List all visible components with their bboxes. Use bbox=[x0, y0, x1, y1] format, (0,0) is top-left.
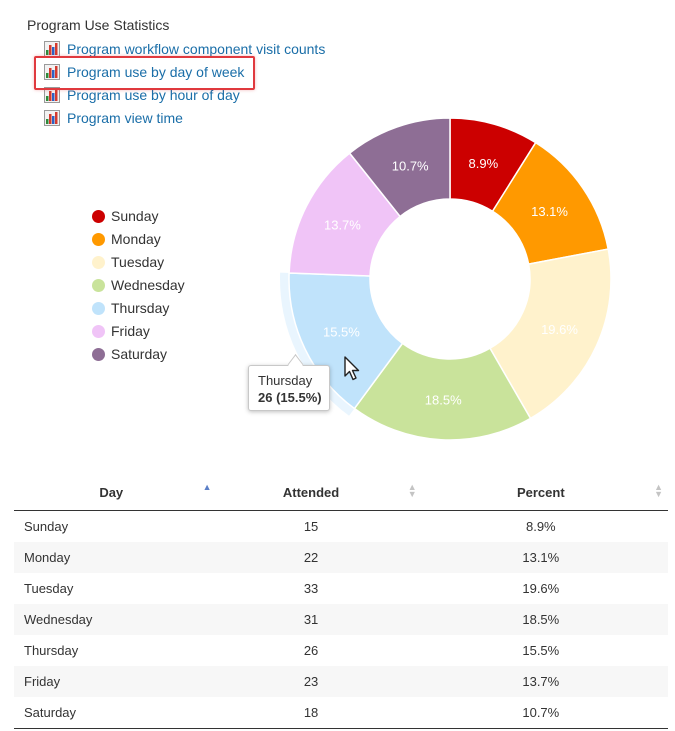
legend-label: Friday bbox=[111, 323, 150, 339]
chart-tooltip: Thursday 26 (15.5%) bbox=[248, 354, 330, 411]
table-row: Wednesday 31 18.5% bbox=[14, 604, 668, 635]
link-label[interactable]: Program view time bbox=[67, 110, 183, 126]
bar-chart-icon bbox=[44, 87, 60, 103]
legend-label: Thursday bbox=[111, 300, 170, 316]
cell-percent: 15.5% bbox=[522, 643, 560, 658]
legend-item-friday[interactable]: Friday bbox=[92, 321, 150, 341]
legend-label: Wednesday bbox=[111, 277, 185, 293]
donut-slice-saturday[interactable] bbox=[348, 117, 451, 218]
table-row: Thursday 26 15.5% bbox=[14, 635, 668, 666]
legend-swatch bbox=[92, 278, 105, 292]
slice-label: 13.1% bbox=[531, 204, 568, 219]
legend-item-tuesday[interactable]: Tuesday bbox=[92, 252, 164, 272]
cell-percent: 13.1% bbox=[413, 542, 668, 573]
sort-asc-icon: ▲ bbox=[202, 482, 212, 492]
table-row: Saturday 18 10.7% bbox=[14, 697, 668, 729]
cell-percent: 10.7% bbox=[413, 697, 668, 729]
cell-percent: 19.6% bbox=[522, 581, 560, 596]
table-header-row: Day ▲ Attended ▲ ▼ Percent ▲ ▼ bbox=[14, 474, 668, 511]
tooltip-value: 26 (15.5%) bbox=[258, 390, 322, 405]
link-label[interactable]: Program workflow component visit counts bbox=[67, 41, 326, 57]
legend-item-sunday[interactable]: Sunday bbox=[92, 206, 158, 226]
link-day-of-week[interactable]: Program use by day of week bbox=[44, 62, 244, 82]
cell-attended: 33 bbox=[303, 581, 319, 596]
link-hour-of-day[interactable]: Program use by hour of day bbox=[44, 85, 240, 105]
selected-link-highlight bbox=[34, 56, 255, 90]
legend-label: Tuesday bbox=[111, 254, 165, 270]
slice-label: 15.5% bbox=[323, 324, 360, 339]
cell-percent: 13.7% bbox=[413, 666, 668, 697]
cell-day: Wednesday bbox=[14, 604, 209, 635]
slice-label: 13.7% bbox=[324, 218, 361, 233]
slice-label: 10.7% bbox=[392, 158, 429, 173]
column-header-attended[interactable]: Attended ▲ ▼ bbox=[208, 474, 417, 511]
slice-label: 18.5% bbox=[425, 392, 462, 407]
section-title: Program Use Statistics bbox=[27, 17, 170, 33]
legend-item-thursday[interactable]: Thursday bbox=[92, 298, 169, 318]
legend-label: Monday bbox=[111, 231, 161, 247]
cell-attended: 15 bbox=[303, 519, 319, 534]
link-label[interactable]: Program use by day of week bbox=[67, 64, 245, 80]
cell-attended: 18 bbox=[208, 697, 414, 729]
sort-unsorted-icon: ▲ ▼ bbox=[654, 482, 663, 499]
donut-chart: 8.9% 13.1% 19.6% 18.5% 15.5% 13.7% 10.7% bbox=[279, 117, 612, 441]
cell-day: Sunday bbox=[24, 519, 69, 534]
link-view-time[interactable]: Program view time bbox=[44, 108, 183, 128]
legend-item-saturday[interactable]: Saturday bbox=[92, 344, 167, 364]
column-header-day[interactable]: Day ▲ bbox=[14, 474, 212, 511]
donut-slice-wednesday[interactable] bbox=[353, 342, 532, 441]
cell-attended: 31 bbox=[208, 604, 414, 635]
tooltip-title: Thursday bbox=[258, 373, 313, 388]
legend-item-monday[interactable]: Monday bbox=[92, 229, 161, 249]
cell-attended: 22 bbox=[208, 542, 414, 573]
cell-attended: 23 bbox=[208, 666, 414, 697]
column-header-percent[interactable]: Percent ▲ ▼ bbox=[413, 474, 668, 511]
legend-swatch bbox=[92, 255, 105, 269]
table-row: Tuesday 33 19.6% bbox=[14, 573, 668, 604]
legend-swatch bbox=[92, 324, 105, 338]
slice-label: 8.9% bbox=[469, 156, 499, 171]
cell-percent: 8.9% bbox=[525, 519, 556, 534]
bar-chart-icon bbox=[44, 110, 60, 126]
table-row: Monday 22 13.1% bbox=[14, 542, 668, 573]
legend-label: Saturday bbox=[111, 346, 168, 362]
cell-percent: 18.5% bbox=[413, 604, 668, 635]
table-row: Friday 23 13.7% bbox=[14, 666, 668, 697]
sort-unsorted-icon: ▲ ▼ bbox=[407, 482, 417, 499]
link-label[interactable]: Program use by hour of day bbox=[67, 87, 240, 103]
cell-day: Saturday bbox=[14, 697, 209, 729]
legend-item-wednesday[interactable]: Wednesday bbox=[92, 275, 185, 295]
cell-day: Monday bbox=[14, 542, 209, 573]
cell-day: Friday bbox=[14, 666, 209, 697]
legend-swatch bbox=[92, 347, 105, 361]
link-visit-counts[interactable]: Program workflow component visit counts bbox=[44, 39, 325, 59]
cell-day: Tuesday bbox=[24, 581, 74, 596]
cell-day: Thursday bbox=[24, 643, 79, 658]
table-row: Sunday 15 8.9% bbox=[14, 511, 668, 543]
legend-swatch bbox=[92, 232, 105, 246]
cell-attended: 26 bbox=[303, 643, 319, 658]
donut-slice-tuesday[interactable] bbox=[488, 248, 612, 420]
legend-swatch bbox=[92, 209, 105, 223]
slice-label: 19.6% bbox=[541, 322, 578, 337]
legend-swatch bbox=[92, 301, 105, 315]
stats-table: Day ▲ Attended ▲ ▼ Percent ▲ ▼ Sunday 15 8… bbox=[14, 474, 668, 729]
legend-label: Sunday bbox=[111, 208, 159, 224]
bar-chart-icon bbox=[44, 64, 60, 80]
mouse-cursor-icon bbox=[344, 356, 360, 381]
